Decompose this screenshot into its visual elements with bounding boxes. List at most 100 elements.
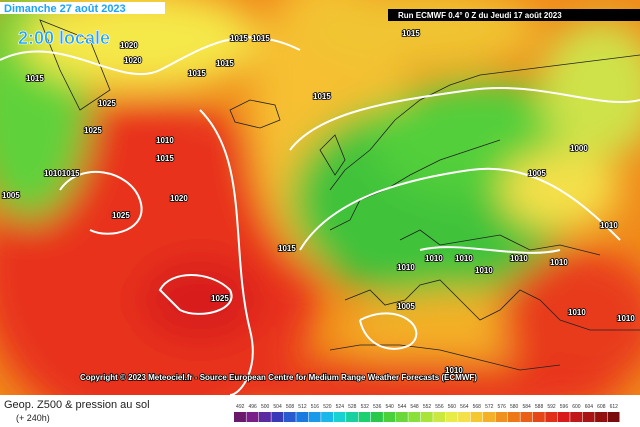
isobar-label: 1015 (26, 74, 44, 83)
scale-swatch (582, 412, 595, 422)
scale-swatch (346, 412, 359, 422)
scale-label: 568 (473, 404, 482, 410)
isobar-label: 1015 (252, 34, 270, 43)
isobar-label: 1005 (397, 302, 415, 311)
scale-label: 544 (398, 404, 407, 410)
scale-swatch (458, 412, 471, 422)
isobar-label: 1010 (455, 254, 473, 263)
scale-label: 492 (236, 404, 245, 410)
scale-label: 600 (572, 404, 581, 410)
scale-label: 588 (535, 404, 544, 410)
scale-swatch (408, 412, 421, 422)
isobar-label: 1010 (568, 308, 586, 317)
isobar-label: 1010 (425, 254, 443, 263)
scale-swatch (296, 412, 309, 422)
isobar-label: 1015 (230, 34, 248, 43)
copyright: Copyright © 2023 Meteociel.fr - Source E… (80, 373, 477, 382)
legend-lead: (+ 240h) (16, 413, 50, 423)
scale-label: 576 (498, 404, 507, 410)
date-box (0, 2, 165, 14)
scale-swatch (395, 412, 408, 422)
scale-swatch (445, 412, 458, 422)
scale-swatch (246, 412, 259, 422)
isobar-label: 1025 (211, 294, 229, 303)
scale-label: 512 (298, 404, 307, 410)
scale-swatch (607, 412, 620, 422)
isobar-label: 1010 (156, 136, 174, 145)
isobar-label: 1000 (570, 144, 588, 153)
scale-label: 572 (485, 404, 494, 410)
isobar-label: 1010 (550, 258, 568, 267)
isobar-label: 1010 (397, 263, 415, 272)
scale-label: 536 (373, 404, 382, 410)
scale-swatch (507, 412, 520, 422)
scale-label: 540 (385, 404, 394, 410)
isobar-label: 1015 (216, 59, 234, 68)
scale-swatch (358, 412, 371, 422)
isobar-label: 1010 (445, 366, 463, 375)
isobar-label: 1015 (156, 154, 174, 163)
scale-swatch (234, 412, 246, 422)
isobar-label: 1015 (188, 69, 206, 78)
scale-label: 528 (348, 404, 357, 410)
isobar-label: 1005 (528, 169, 546, 178)
scale-label: 532 (361, 404, 370, 410)
isobar-labels: 1015102010201025102510101015101010151005… (1, 28, 636, 376)
isobar-label: 1020 (120, 41, 138, 50)
scale-label: 592 (547, 404, 556, 410)
isobar-label: 1025 (84, 126, 102, 135)
scale-label: 584 (522, 404, 531, 410)
isobar-label: 1015 (278, 244, 296, 253)
color-scale: 492 496 500 504 508 512 516 520 524 528 532 536 540 5… (234, 404, 620, 422)
scale-label: 612 (610, 404, 619, 410)
scale-label: 564 (460, 404, 469, 410)
scale-swatch (557, 412, 570, 422)
run-info: Run ECMWF 0.4° 0 Z du Jeudi 17 août 2023 (398, 11, 562, 20)
scale-label: 596 (560, 404, 569, 410)
scale-label: 548 (410, 404, 419, 410)
scale-swatch (483, 412, 495, 422)
scale-swatch (271, 412, 284, 422)
scale-label: 520 (323, 404, 332, 410)
scale-swatch (495, 412, 508, 422)
date: Dimanche 27 août 2023 (4, 3, 126, 15)
isobar-label: 1010 (600, 221, 618, 230)
run-box (388, 9, 640, 21)
isobar-label: 1020 (124, 56, 142, 65)
isobar-label: 1010 (510, 254, 528, 263)
scale-label: 608 (597, 404, 606, 410)
scale-label: 504 (273, 404, 282, 410)
scale-swatch (308, 412, 321, 422)
isobar-label: 10101015 (44, 169, 80, 178)
isobar-label: 1025 (98, 99, 116, 108)
scale-label: 556 (435, 404, 444, 410)
scale-label: 524 (336, 404, 345, 410)
scale-swatch (433, 412, 446, 422)
isobar-label: 1020 (170, 194, 188, 203)
scale-label: 508 (286, 404, 295, 410)
isobar-label: 1010 (475, 266, 493, 275)
scale-swatch (370, 412, 383, 422)
isobar-label: 1015 (313, 92, 331, 101)
scale-swatch (321, 412, 334, 422)
isobar-label: 1025 (112, 211, 130, 220)
time: 2:00 locale (18, 28, 110, 48)
isobar-label: 1010 (617, 314, 635, 323)
scale-swatch (283, 412, 296, 422)
scale-swatch (595, 412, 608, 422)
isobar-label: 1005 (2, 191, 20, 200)
scale-label: 604 (585, 404, 594, 410)
scale-swatch (383, 412, 396, 422)
scale-swatch (333, 412, 346, 422)
scale-swatch (470, 412, 483, 422)
scale-label: 500 (261, 404, 270, 410)
legend-title: Geop. Z500 & pression au sol (4, 399, 150, 411)
scale-swatch (532, 412, 545, 422)
scale-swatch (570, 412, 583, 422)
scale-label: 496 (249, 404, 258, 410)
isobar-label: 1015 (402, 29, 420, 38)
scale-label: 516 (311, 404, 320, 410)
